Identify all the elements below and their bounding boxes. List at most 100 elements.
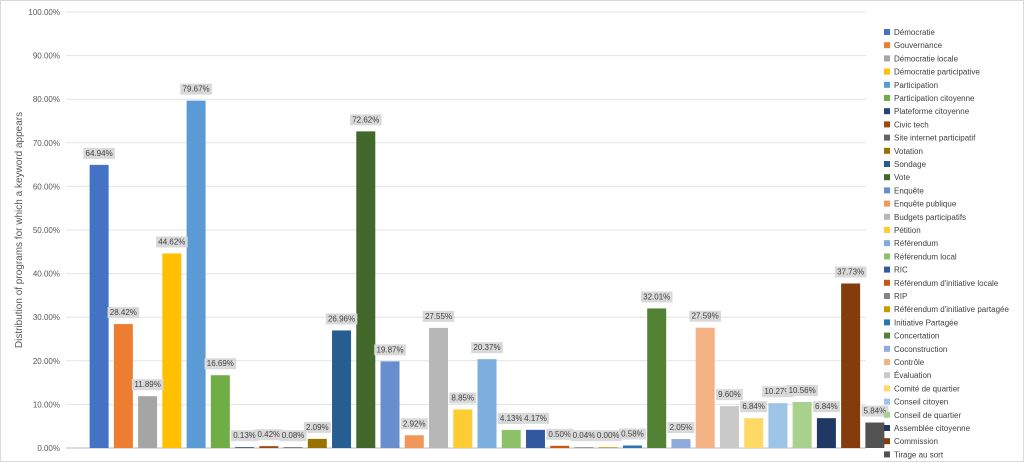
legend-label: Démocratie participative bbox=[894, 68, 980, 77]
legend-swatch bbox=[884, 213, 890, 220]
data-label-background bbox=[740, 401, 768, 413]
data-label-background bbox=[255, 429, 283, 441]
data-label-background bbox=[279, 430, 307, 442]
legend-swatch bbox=[884, 253, 890, 260]
legend-label: Enquête publique bbox=[894, 200, 957, 209]
data-label: 26.96% bbox=[328, 314, 355, 323]
data-label-background bbox=[180, 83, 212, 95]
bar bbox=[525, 429, 545, 448]
legend-label: Comité de quartier bbox=[894, 384, 960, 393]
data-label: 2.09% bbox=[306, 423, 329, 432]
bar bbox=[574, 447, 594, 448]
bar bbox=[235, 447, 255, 448]
legend-label: Participation citoyenne bbox=[894, 94, 975, 103]
legend-label: Référendum bbox=[894, 239, 938, 248]
legend-label: Participation bbox=[894, 81, 938, 90]
y-tick-label: 40.00% bbox=[33, 270, 60, 279]
data-label-background bbox=[834, 266, 867, 278]
legend-swatch bbox=[884, 108, 890, 115]
bars bbox=[89, 100, 885, 449]
data-label: 4.13% bbox=[500, 414, 523, 423]
legend-swatch bbox=[884, 121, 890, 128]
y-tick-label: 50.00% bbox=[33, 226, 60, 235]
data-label: 79.67% bbox=[183, 85, 210, 94]
legend: Démocratie Gouvernance Démocratie locale Dé… bbox=[884, 28, 1009, 459]
legend-swatch bbox=[884, 161, 890, 167]
legend-label: Tirage au sort bbox=[894, 450, 944, 459]
bar bbox=[113, 324, 133, 448]
bar bbox=[404, 435, 424, 448]
legend-label: Assemblée citoyenne bbox=[894, 424, 971, 433]
data-label: 0.58% bbox=[621, 429, 644, 438]
data-label-background bbox=[449, 392, 477, 404]
legend-label: Commission bbox=[894, 437, 938, 446]
y-axis-label: Distribution of programs for which a key… bbox=[14, 112, 25, 348]
legend-swatch bbox=[884, 147, 890, 154]
legend-swatch bbox=[884, 134, 890, 141]
data-label: 11.89% bbox=[134, 380, 161, 389]
data-label: 0.08% bbox=[282, 431, 305, 440]
legend-label: Évaluation bbox=[894, 371, 931, 380]
y-tick-label: 60.00% bbox=[33, 182, 60, 191]
data-label: 27.55% bbox=[425, 312, 452, 321]
data-label: 6.84% bbox=[815, 402, 838, 411]
data-label-background bbox=[231, 430, 259, 442]
data-label-background bbox=[107, 307, 140, 319]
bar bbox=[792, 401, 812, 448]
legend-swatch bbox=[884, 319, 890, 326]
y-tick-label: 20.00% bbox=[33, 357, 60, 366]
data-label: 0.50% bbox=[548, 430, 571, 439]
bar bbox=[671, 439, 691, 448]
bar bbox=[210, 375, 230, 448]
data-label: 2.05% bbox=[670, 423, 693, 432]
legend-swatch bbox=[884, 345, 890, 352]
legend-label: Site internet participatif bbox=[894, 134, 976, 143]
legend-label: Budgets participatifs bbox=[894, 213, 966, 222]
legend-label: Conseil de quartier bbox=[894, 411, 961, 420]
y-tick-label: 70.00% bbox=[33, 139, 60, 148]
y-tick-labels: 0.00% 10.00% 20.00% 30.00% 40.00% 50.00% 60.00… bbox=[28, 8, 60, 453]
legend-label: Référendum local bbox=[894, 252, 957, 261]
data-label-background bbox=[618, 428, 646, 440]
legend-swatch bbox=[884, 187, 890, 194]
data-label: 5.84% bbox=[864, 407, 887, 416]
data-label: 28.42% bbox=[110, 308, 137, 317]
bar bbox=[816, 418, 836, 448]
legend-swatch bbox=[884, 398, 890, 405]
data-label-background bbox=[131, 379, 164, 391]
bar bbox=[307, 438, 327, 448]
data-label-background bbox=[156, 236, 188, 248]
legend-label: Concertation bbox=[894, 332, 939, 341]
legend-label: Démocratie locale bbox=[894, 54, 959, 63]
bar bbox=[332, 330, 352, 448]
legend-label: Enquête bbox=[894, 186, 924, 195]
data-label-background bbox=[786, 384, 818, 396]
data-label-background bbox=[812, 401, 840, 413]
data-label: 64.94% bbox=[86, 149, 113, 158]
bar bbox=[162, 253, 182, 448]
legend-label: Coconstruction bbox=[894, 345, 947, 354]
data-label-background bbox=[667, 422, 695, 434]
data-label: 6.84% bbox=[742, 402, 765, 411]
legend-label: Conseil citoyen bbox=[894, 398, 948, 407]
bar bbox=[259, 446, 279, 448]
bar bbox=[598, 447, 618, 448]
bar bbox=[380, 361, 400, 448]
data-label: 20.37% bbox=[473, 343, 500, 352]
legend-swatch bbox=[884, 42, 890, 49]
legend-swatch bbox=[884, 279, 890, 286]
legend-swatch bbox=[884, 411, 890, 418]
data-label: 10.56% bbox=[789, 386, 816, 395]
bar bbox=[453, 409, 473, 448]
data-label-background bbox=[521, 412, 549, 424]
legend-swatch bbox=[884, 359, 890, 365]
data-label: 9.60% bbox=[718, 390, 741, 399]
legend-swatch bbox=[884, 240, 890, 247]
bar bbox=[429, 327, 449, 448]
legend-label: Plateforme citoyenne bbox=[894, 107, 970, 116]
legend-label: RIP bbox=[894, 292, 907, 301]
bar bbox=[283, 447, 303, 448]
bar bbox=[138, 396, 158, 448]
data-label: 0.13% bbox=[233, 431, 256, 440]
